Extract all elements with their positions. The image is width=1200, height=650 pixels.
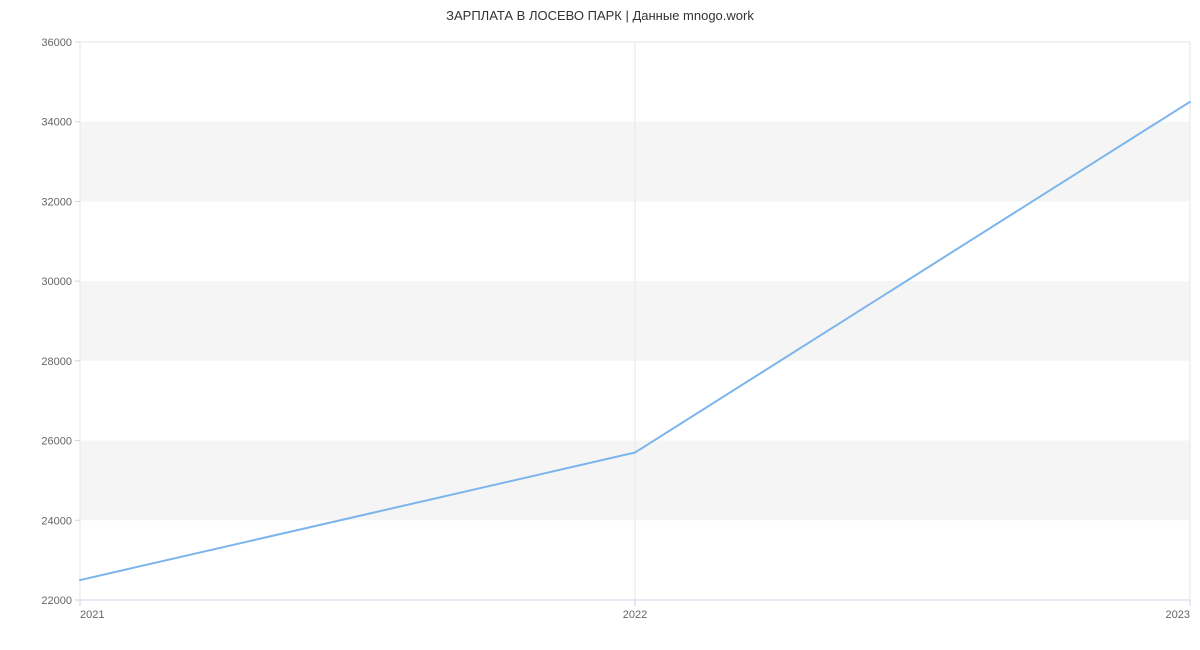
svg-text:2021: 2021	[80, 609, 104, 621]
svg-text:34000: 34000	[41, 117, 72, 129]
svg-text:36000: 36000	[41, 37, 72, 49]
svg-text:26000: 26000	[41, 436, 72, 448]
salary-chart: ЗАРПЛАТА В ЛОСЕВО ПАРК | Данные mnogo.wo…	[0, 0, 1200, 650]
svg-text:2023: 2023	[1166, 609, 1190, 621]
svg-text:22000: 22000	[41, 595, 72, 607]
chart-plot-svg: 22000 24000 26000 28000 30000 32000 34000 36000…	[0, 0, 1200, 650]
chart-title: ЗАРПЛАТА В ЛОСЕВО ПАРК | Данные mnogo.wo…	[0, 8, 1200, 23]
svg-text:24000: 24000	[41, 515, 72, 527]
svg-text:30000: 30000	[41, 276, 72, 288]
svg-text:2022: 2022	[623, 609, 647, 621]
svg-text:32000: 32000	[41, 196, 72, 208]
svg-text:28000: 28000	[41, 356, 72, 368]
